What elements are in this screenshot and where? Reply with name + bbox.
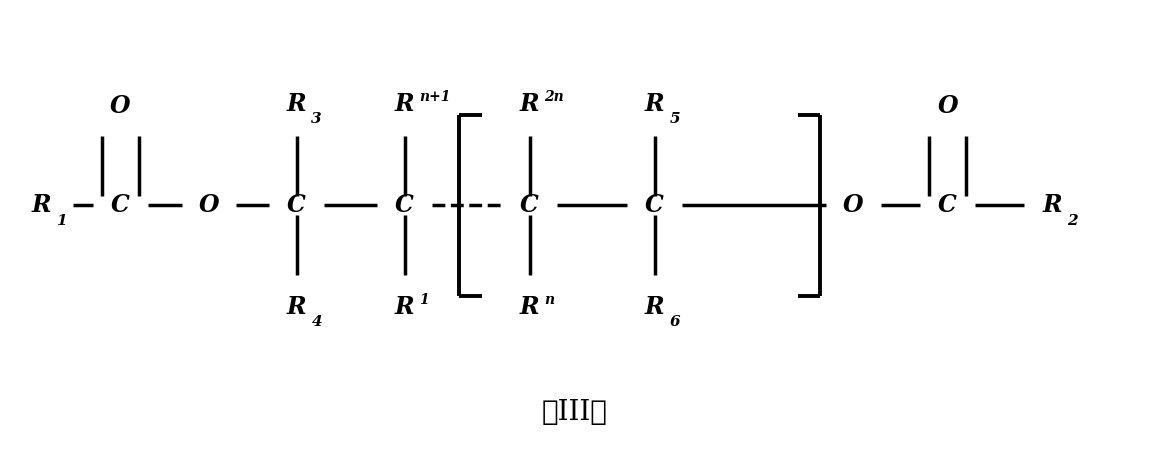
Text: 4: 4 [312,315,322,329]
Text: C: C [288,193,306,218]
Text: C: C [938,193,957,218]
Text: 3: 3 [312,112,322,126]
Text: R: R [1042,193,1061,218]
Text: R: R [645,295,665,319]
Text: O: O [937,94,958,118]
Text: O: O [843,193,864,218]
Text: R: R [520,295,539,319]
Text: n+1: n+1 [420,90,451,104]
Text: C: C [520,193,539,218]
Text: O: O [199,193,220,218]
Text: 2n: 2n [544,90,565,104]
Text: R: R [394,92,414,116]
Text: R: R [645,92,665,116]
Text: 2: 2 [1067,213,1078,227]
Text: C: C [396,193,414,218]
Text: R: R [286,92,306,116]
Text: O: O [110,94,131,118]
Text: 6: 6 [669,315,680,329]
Text: R: R [394,295,414,319]
Text: （III）: （III） [542,399,608,426]
Text: 1: 1 [420,293,429,307]
Text: R: R [520,92,539,116]
Text: R: R [31,193,51,218]
Text: n: n [544,293,554,307]
Text: 1: 1 [56,213,67,227]
Text: 5: 5 [669,112,680,126]
Text: R: R [286,295,306,319]
Text: C: C [112,193,130,218]
Text: C: C [645,193,664,218]
